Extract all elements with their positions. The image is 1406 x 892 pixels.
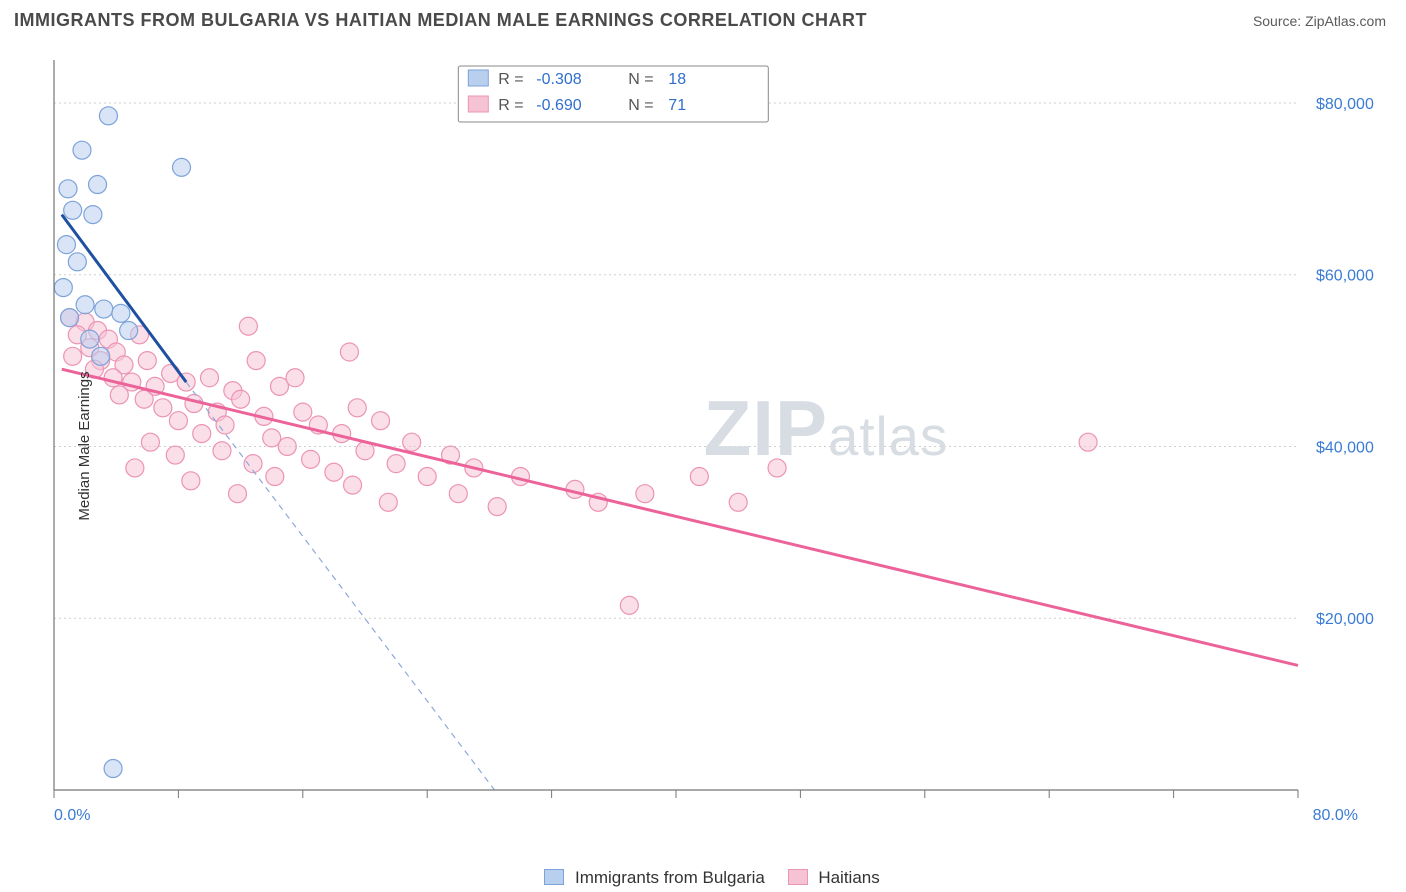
plot-area: Median Male Earnings $20,000 $40,000 $60,0… xyxy=(48,50,1388,842)
svg-text:-0.690: -0.690 xyxy=(536,97,581,114)
svg-text:$80,000: $80,000 xyxy=(1316,96,1374,113)
source-label: Source: xyxy=(1253,13,1305,29)
svg-text:80.0%: 80.0% xyxy=(1313,807,1358,824)
svg-text:N =: N = xyxy=(628,97,653,114)
y-axis-label: Median Male Earnings xyxy=(76,371,93,520)
legend-swatch-haitians xyxy=(788,869,808,885)
svg-text:$40,000: $40,000 xyxy=(1316,439,1374,456)
svg-text:$20,000: $20,000 xyxy=(1316,611,1374,628)
legend-swatch-bulgaria xyxy=(544,869,564,885)
svg-text:71: 71 xyxy=(668,97,686,114)
scatter-chart: $20,000 $40,000 $60,000 $80,000 ZIPatlas 0.0%… xyxy=(48,50,1388,842)
legend-label-bulgaria: Immigrants from Bulgaria xyxy=(575,868,765,887)
svg-text:R =: R = xyxy=(498,71,523,88)
svg-text:$60,000: $60,000 xyxy=(1316,268,1374,285)
svg-text:-0.308: -0.308 xyxy=(536,71,581,88)
source-attribution: Source: ZipAtlas.com xyxy=(1253,13,1386,29)
svg-text:18: 18 xyxy=(668,71,686,88)
svg-text:R =: R = xyxy=(498,97,523,114)
title-bar: IMMIGRANTS FROM BULGARIA VS HAITIAN MEDI… xyxy=(0,0,1406,37)
chart-title: IMMIGRANTS FROM BULGARIA VS HAITIAN MEDI… xyxy=(14,10,867,31)
svg-text:N =: N = xyxy=(628,71,653,88)
legend-label-haitians: Haitians xyxy=(818,868,879,887)
svg-text:ZIPatlas: ZIPatlas xyxy=(704,384,949,472)
source-name: ZipAtlas.com xyxy=(1305,13,1386,29)
legend-bottom: Immigrants from Bulgaria Haitians xyxy=(0,868,1406,888)
svg-text:0.0%: 0.0% xyxy=(54,807,90,824)
